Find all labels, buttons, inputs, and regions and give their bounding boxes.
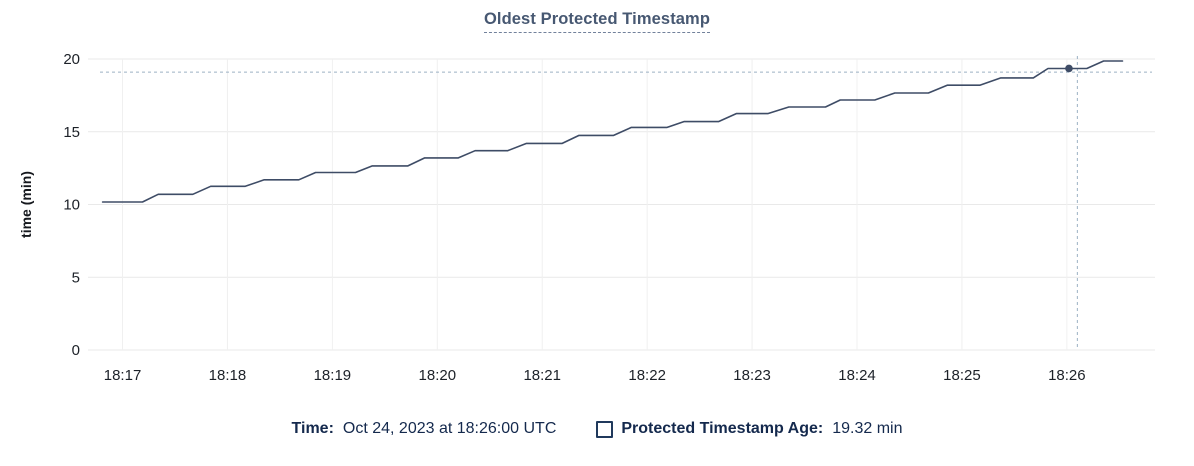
x-tick-label: 18:23 [733,367,771,384]
y-tick-label: 0 [72,342,80,359]
chart-header: Oldest Protected Timestamp [0,10,1194,33]
chart-plot-area[interactable]: 0 5 10 15 20 18:17 18:18 18:19 18:20 18:21 18:22 18… [0,0,1194,400]
chart-title[interactable]: Oldest Protected Timestamp [483,10,711,33]
legend-time-value: Oct 24, 2023 at 18:26:00 UTC [342,420,557,437]
legend-time-label: Time: [291,420,334,437]
series-swatch-checkbox[interactable] [596,420,614,438]
y-tick-label: 5 [72,269,80,286]
legend-series-toggle[interactable]: Protected Timestamp Age: 19.32 min [596,420,902,438]
x-tick-label: 18:21 [523,367,561,384]
x-tick-label: 18:24 [838,367,876,384]
x-tick-label: 18:19 [314,367,352,384]
series-line [101,60,1124,203]
y-tick-label: 10 [63,197,80,214]
x-tick-label: 18:17 [104,367,142,384]
x-tick-label: 18:18 [209,367,247,384]
x-tick-label: 18:20 [419,367,457,384]
legend-time: Time: Oct 24, 2023 at 18:26:00 UTC [292,420,557,438]
x-tick-label: 18:22 [628,367,666,384]
y-axis-title: time (min) [18,171,34,238]
y-tick-label: 15 [63,124,80,141]
legend-series-value: 19.32 min [832,420,903,437]
hover-marker-dot [1065,64,1073,73]
x-tick-label: 18:26 [1048,367,1086,384]
hover-legend: Time: Oct 24, 2023 at 18:26:00 UTC Prote… [0,420,1194,438]
x-tick-label: 18:25 [943,367,981,384]
legend-series-label: Protected Timestamp Age: [621,420,824,437]
y-tick-label: 20 [63,51,80,68]
